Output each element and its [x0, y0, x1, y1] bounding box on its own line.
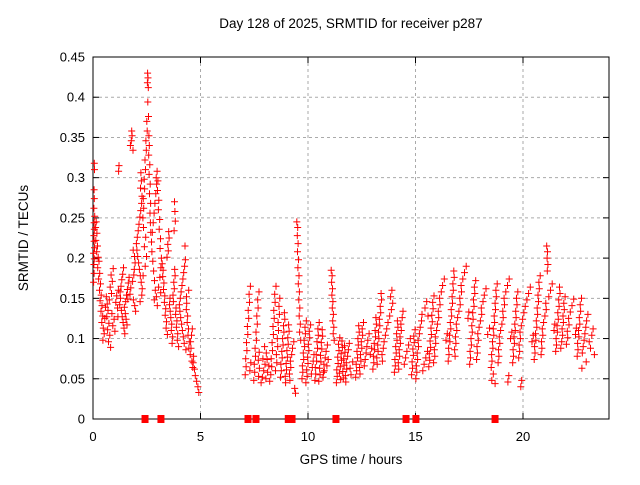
x-tick-label: 0	[89, 429, 96, 444]
chart-title: Day 128 of 2025, SRMTID for receiver p28…	[219, 16, 482, 31]
tick-labels: 0 5 10 15 20 0 0.05 0.1 0.15 0.2 0.25 0.3 0.35 0.4 0.4…	[60, 50, 531, 445]
x-tick-label: 15	[408, 429, 422, 444]
x-tick-label: 10	[301, 429, 315, 444]
y-tick-label: 0.3	[67, 170, 85, 185]
y-tick-label: 0.35	[60, 130, 85, 145]
y-tick-label: 0.45	[60, 50, 85, 65]
x-axis-label: GPS time / hours	[300, 452, 403, 467]
x-tick-label: 5	[197, 429, 204, 444]
y-tick-label: 0.1	[67, 331, 85, 346]
zero-value-square	[141, 415, 149, 423]
zero-value-square	[157, 415, 165, 423]
y-tick-label: 0	[78, 412, 85, 427]
zero-value-square	[244, 415, 252, 423]
axis-ticks	[92, 56, 609, 420]
plot-border	[92, 56, 610, 420]
x-tick-label: 20	[516, 429, 530, 444]
zero-value-square	[491, 415, 499, 423]
y-tick-label: 0.05	[60, 371, 85, 386]
y-axis-label: SRMTID / TECUs	[16, 185, 31, 292]
y-tick-label: 0.15	[60, 291, 85, 306]
y-tick-label: 0.4	[67, 90, 85, 105]
y-tick-label: 0.2	[67, 251, 85, 266]
zero-value-square	[332, 415, 340, 423]
scatter-points	[90, 69, 598, 397]
zero-value-square	[284, 415, 296, 423]
zero-value-markers	[141, 415, 499, 423]
zero-value-square	[412, 415, 420, 423]
y-tick-label: 0.25	[60, 210, 85, 225]
zero-value-square	[252, 415, 260, 423]
zero-value-square	[402, 415, 410, 423]
